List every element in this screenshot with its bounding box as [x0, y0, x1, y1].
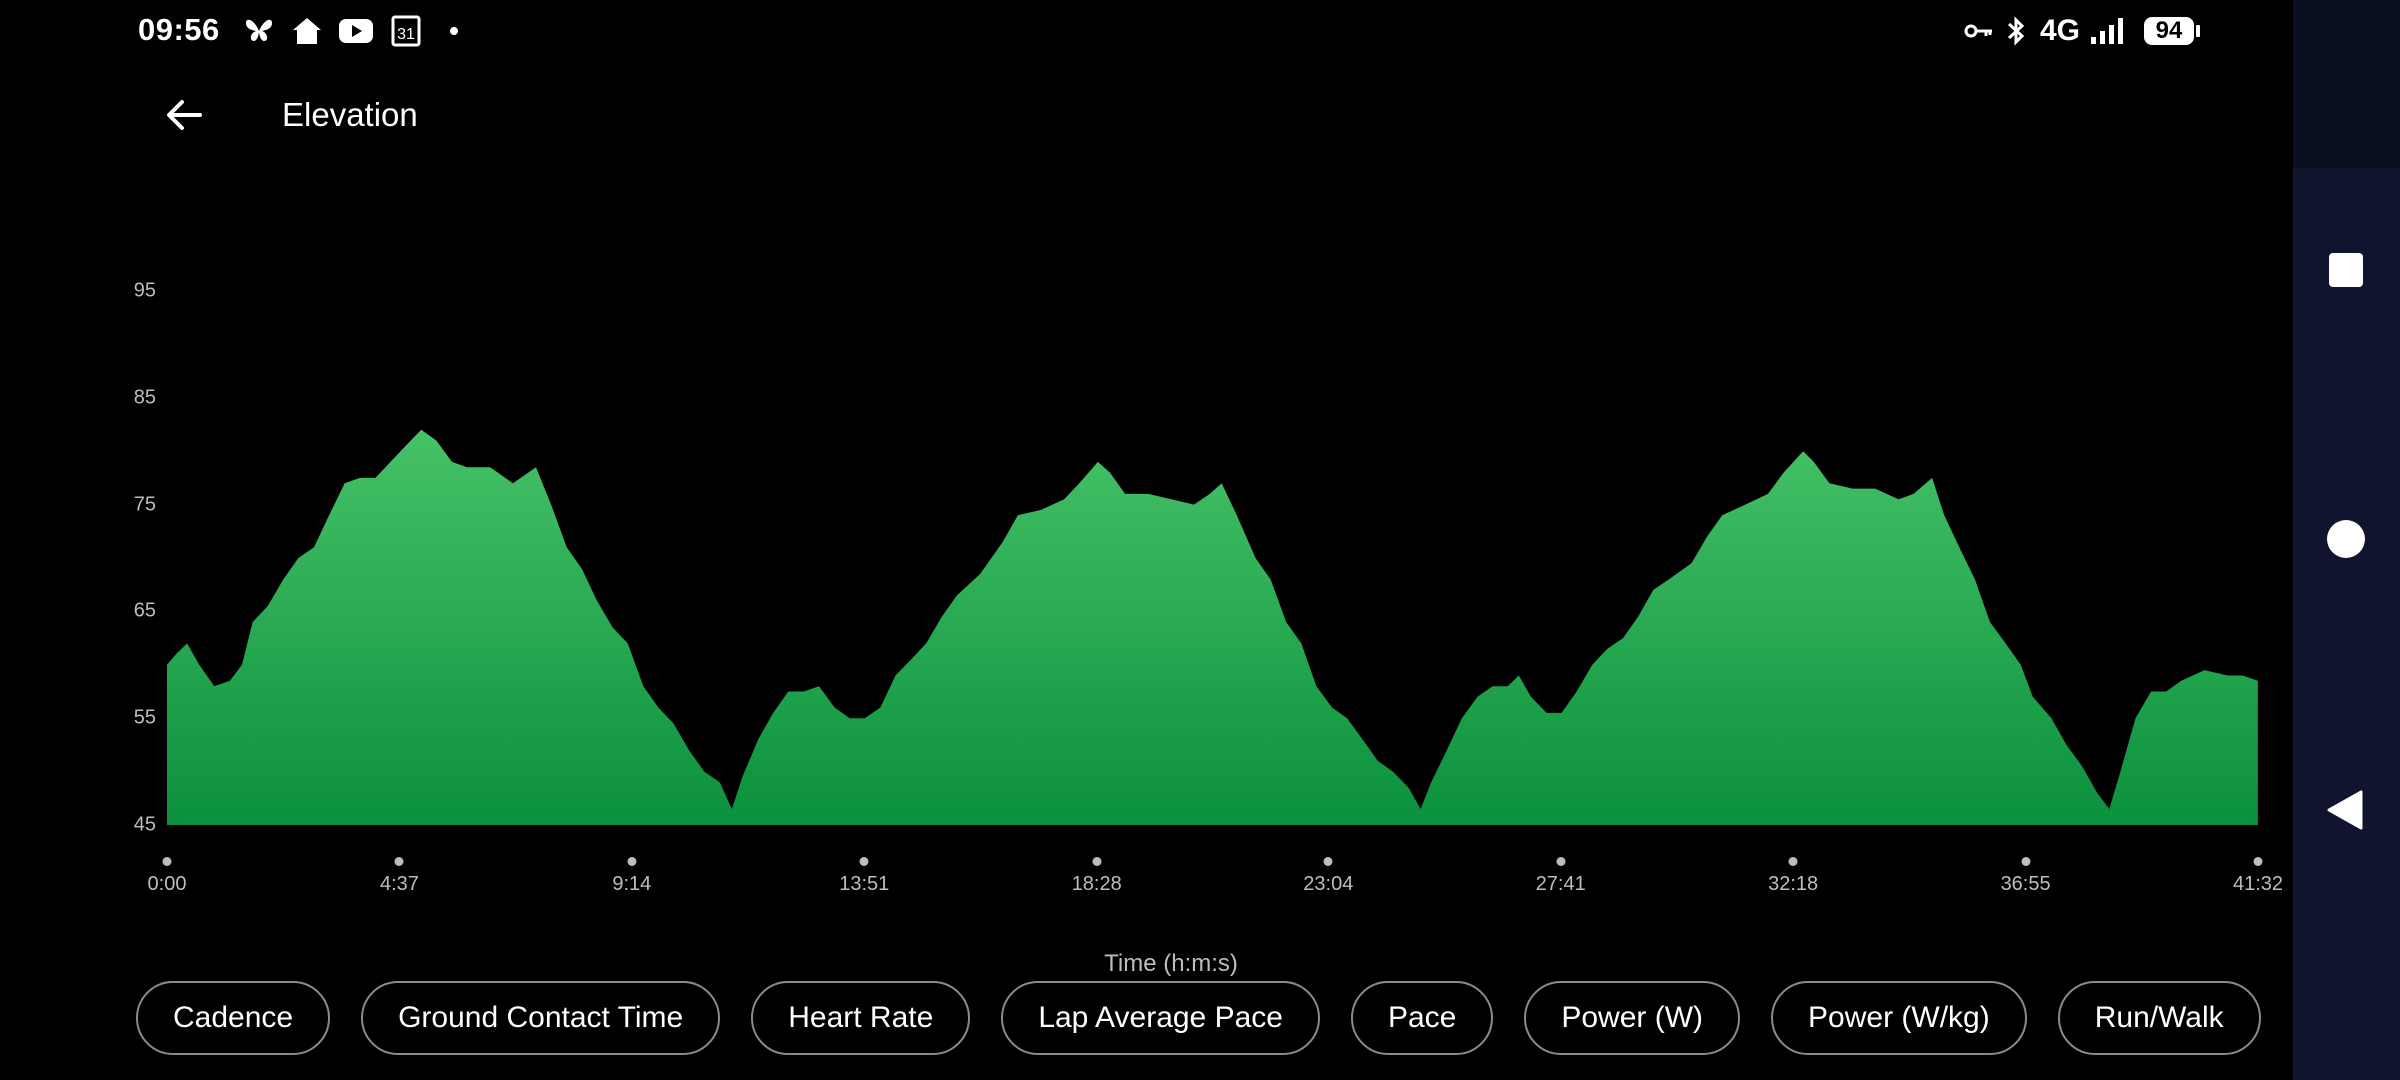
x-tick-dot [394, 857, 404, 866]
page-title: Elevation [282, 96, 418, 133]
metric-chip-lap-average-pace[interactable]: Lap Average Pace [1001, 981, 1320, 1055]
x-tick-label: 4:37 [379, 873, 419, 895]
metric-chip-power-w[interactable]: Power (W) [1524, 981, 1741, 1055]
x-tick-label: 13:51 [839, 873, 890, 895]
signal-icon [2090, 14, 2126, 48]
elevation-area-chart [167, 429, 2258, 825]
network-type: 4G [2039, 14, 2081, 47]
butterfly-icon [243, 14, 275, 48]
metric-chip-power-w-kg[interactable]: Power (W/kg) [1771, 981, 2027, 1055]
nav-bar-top [2293, 0, 2400, 168]
x-tick-label: 0:00 [147, 873, 187, 895]
x-tick-label: 9:14 [612, 873, 652, 895]
calendar-day: 31 [397, 26, 415, 43]
y-tick-label: 85 [133, 386, 156, 409]
y-tick-label: 65 [133, 599, 156, 622]
y-tick-label: 95 [133, 279, 156, 302]
metric-chip-run-walk[interactable]: Run/Walk [2057, 981, 2261, 1055]
x-tick-label: 41:32 [2232, 873, 2284, 895]
x-tick-dot [627, 857, 637, 866]
nav-back-button[interactable] [2327, 790, 2363, 835]
x-tick-dot [2253, 857, 2263, 866]
dot-icon [448, 14, 460, 48]
metric-chip-heart-rate[interactable]: Heart Rate [751, 981, 971, 1055]
y-tick-label: 55 [133, 706, 156, 729]
elevation-area [167, 429, 2258, 825]
x-tick-dot [2021, 857, 2031, 866]
status-time: 09:56 [138, 12, 220, 47]
x-axis-title: Time (h:m:s) [1104, 950, 1238, 977]
bluetooth-icon [2004, 14, 2028, 48]
x-tick-dot [859, 857, 869, 866]
x-tick-dot [162, 857, 172, 866]
x-tick-label: 32:18 [1768, 873, 1819, 895]
x-tick-label: 18:28 [1071, 873, 1122, 895]
x-tick-dot [1323, 857, 1333, 866]
x-tick-label: 27:41 [1535, 873, 1586, 895]
x-tick-dot [1788, 857, 1798, 866]
x-tick-label: 36:55 [2000, 873, 2051, 895]
metric-chip-bar: Cadence Ground Contact Time Heart Rate Lap … [136, 981, 2261, 1055]
triangle-back-icon [2327, 790, 2363, 830]
battery-level: 94 [2144, 17, 2194, 45]
x-tick-dot [1092, 857, 1102, 866]
arrow-left-icon [167, 100, 202, 130]
x-tick-label: 23:04 [1303, 873, 1354, 895]
y-tick-label: 75 [133, 493, 156, 516]
key-icon [1964, 14, 1994, 48]
metric-chip-ground-contact-time[interactable]: Ground Contact Time [361, 981, 721, 1055]
back-button[interactable] [160, 90, 210, 140]
y-tick-label: 45 [133, 813, 156, 836]
metric-chip-pace[interactable]: Pace [1350, 981, 1494, 1055]
battery-icon: 94 [2144, 14, 2200, 48]
x-tick-dot [1556, 857, 1566, 866]
youtube-icon [338, 14, 374, 48]
home-button[interactable] [2327, 520, 2365, 558]
home-icon [290, 14, 324, 48]
calendar-icon: 31 [390, 14, 422, 48]
recents-button[interactable] [2329, 253, 2363, 287]
metric-chip-cadence[interactable]: Cadence [136, 981, 331, 1055]
